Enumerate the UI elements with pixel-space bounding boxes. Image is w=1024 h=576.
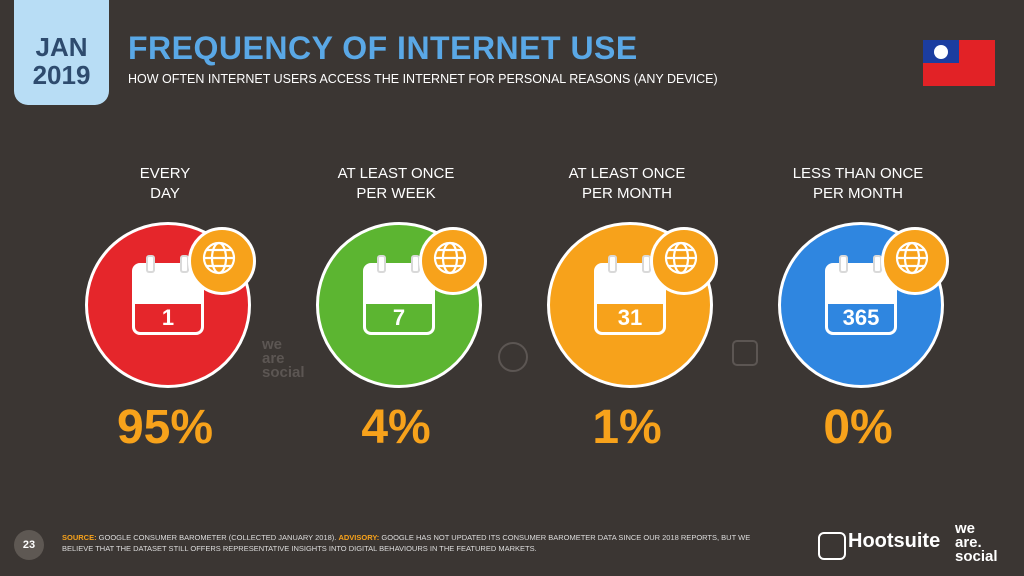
frequency-circle: 365 bbox=[778, 222, 949, 388]
category-label: EVERY DAY bbox=[139, 165, 191, 202]
calendar-days-label: 31 bbox=[617, 305, 643, 330]
badge-year: 2019 bbox=[32, 60, 91, 90]
hootsuite-owl-icon bbox=[818, 532, 846, 560]
we-are-social-logo: we are. social bbox=[955, 520, 998, 565]
frequency-circle: 7 bbox=[316, 222, 487, 388]
globe-icon bbox=[188, 227, 256, 295]
footer-note: SOURCE: GOOGLE CONSUMER BAROMETER (COLLE… bbox=[62, 533, 751, 553]
lightbulb-icon bbox=[498, 342, 528, 372]
globe-icon bbox=[881, 227, 949, 295]
page-subtitle: HOW OFTEN INTERNET USERS ACCESS THE INTE… bbox=[128, 72, 718, 86]
taiwan-flag-icon bbox=[923, 40, 995, 86]
calendar-days-label: 1 bbox=[161, 305, 175, 330]
frequency-circle: 31 bbox=[547, 222, 718, 388]
category-label: AT LEAST ONCE PER WEEK bbox=[337, 165, 455, 202]
calendar-icon: 365 bbox=[825, 255, 897, 335]
category-label: AT LEAST ONCE PER MONTH bbox=[568, 165, 686, 202]
category-label: LESS THAN ONCE PER MONTH bbox=[792, 165, 924, 202]
calendar-icon: 31 bbox=[594, 255, 666, 335]
percentage-value: 0% bbox=[823, 401, 893, 454]
badge-month: JAN bbox=[35, 32, 88, 62]
owl-icon bbox=[732, 340, 758, 366]
percentage-value: 1% bbox=[592, 401, 662, 454]
page-title: FREQUENCY OF INTERNET USE bbox=[128, 30, 638, 66]
percentage-value: 95% bbox=[116, 401, 214, 454]
percentage-value: 4% bbox=[361, 401, 431, 454]
page-number: 23 bbox=[14, 530, 44, 560]
calendar-days-label: 365 bbox=[842, 305, 880, 330]
frequency-circle: 1 bbox=[85, 222, 256, 388]
calendar-days-label: 7 bbox=[392, 305, 406, 330]
globe-icon bbox=[419, 227, 487, 295]
we-are-social-watermark: we are social bbox=[262, 336, 305, 381]
hootsuite-logo: Hootsuite bbox=[848, 530, 941, 552]
globe-icon bbox=[650, 227, 718, 295]
date-badge: JAN 2019 bbox=[14, 0, 109, 105]
